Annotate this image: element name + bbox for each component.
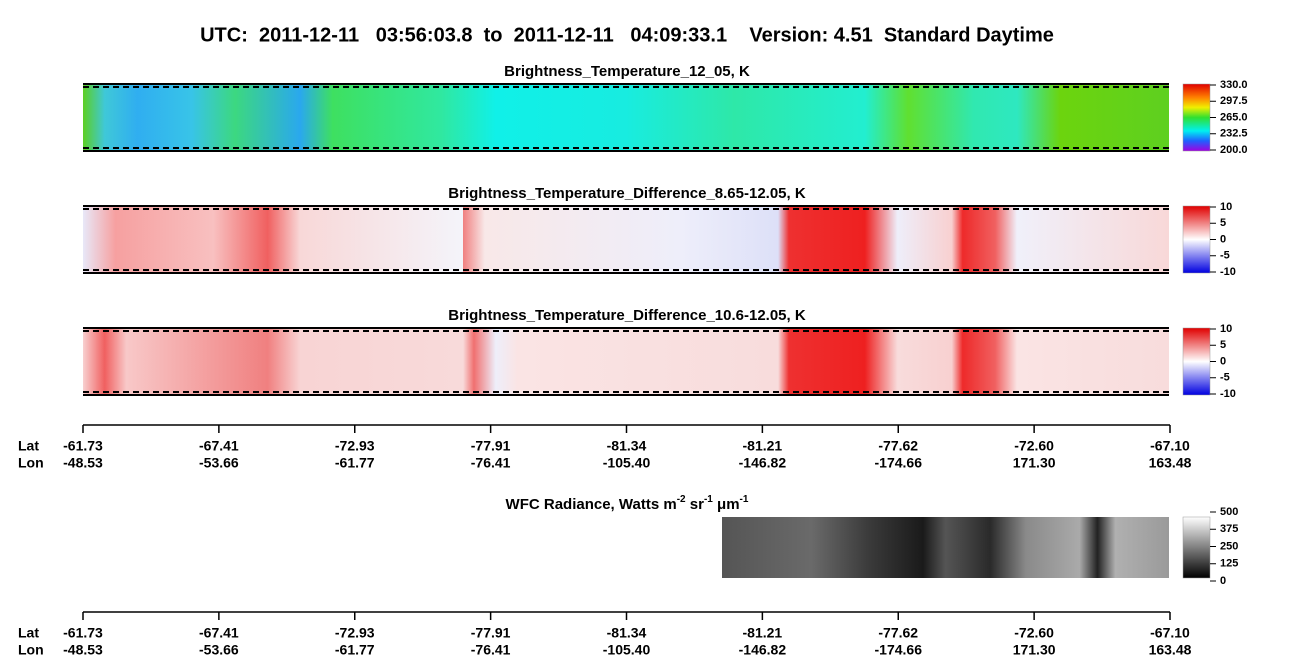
lon-label: 163.48: [1149, 642, 1192, 658]
lat-label: -72.60: [1014, 438, 1054, 454]
colorbar-label: -5: [1220, 372, 1230, 384]
lat-label: -72.93: [335, 438, 375, 454]
colorbar-label: 0: [1220, 355, 1226, 367]
title-superscript: -2: [677, 494, 686, 505]
lat-label: -67.41: [199, 438, 239, 454]
lon-label: 163.48: [1149, 455, 1192, 471]
lon-label: -76.41: [471, 642, 511, 658]
panel-title: Brightness_Temperature_Difference_8.65-1…: [448, 185, 806, 202]
lon-label: 171.30: [1013, 642, 1056, 658]
colorbar-label: 0: [1220, 233, 1226, 245]
lat-label: -67.10: [1150, 438, 1190, 454]
lon-label: -174.66: [875, 455, 923, 471]
panel-image: [83, 206, 1169, 273]
colorbar-label: 500: [1220, 506, 1238, 518]
colorbar-label: 375: [1220, 523, 1238, 535]
lon-label: -105.40: [603, 642, 651, 658]
lon-label: -48.53: [63, 455, 103, 471]
lat-label: -77.91: [471, 625, 511, 641]
colorbar: [1182, 516, 1211, 579]
lat-label: -72.60: [1014, 625, 1054, 641]
lon-label: -146.82: [739, 642, 787, 658]
lon-label: -61.77: [335, 455, 375, 471]
title-text: μm: [713, 496, 740, 513]
lon-label: 171.30: [1013, 455, 1056, 471]
lat-label: -77.91: [471, 438, 511, 454]
panel-image: [83, 84, 1169, 151]
panel-title: Brightness_Temperature_Difference_10.6-1…: [448, 307, 806, 324]
row-label: Lon: [18, 642, 44, 658]
lon-label: -61.77: [335, 642, 375, 658]
lat-label: -81.34: [607, 625, 647, 641]
lat-label: -61.73: [63, 625, 103, 641]
colorbar-label: -5: [1220, 250, 1230, 262]
colorbar-label: 330.0: [1220, 79, 1248, 91]
lat-label: -72.93: [335, 625, 375, 641]
lon-label: -174.66: [875, 642, 923, 658]
lat-label: -77.62: [878, 438, 918, 454]
colorbar-label: 297.5: [1220, 95, 1248, 107]
title-text: sr: [686, 496, 705, 513]
lon-label: -48.53: [63, 642, 103, 658]
wfc-image: [722, 517, 1169, 578]
colorbar: [1182, 205, 1211, 274]
colorbar-label: 5: [1220, 217, 1226, 229]
lat-label: -67.10: [1150, 625, 1190, 641]
row-label: Lat: [18, 438, 39, 454]
colorbar-label: 200.0: [1220, 144, 1248, 156]
lat-label: -77.62: [878, 625, 918, 641]
colorbar-label: 250: [1220, 540, 1238, 552]
title-superscript: -1: [740, 494, 749, 505]
lon-label: -53.66: [199, 642, 239, 658]
colorbar-label: 10: [1220, 201, 1232, 213]
colorbar-label: 0: [1220, 575, 1226, 587]
colorbar-label: 125: [1220, 558, 1238, 570]
title-text: WFC Radiance, Watts m: [506, 496, 677, 513]
colorbar-label: -10: [1220, 266, 1236, 278]
lat-label: -67.41: [199, 625, 239, 641]
title-superscript: -1: [704, 494, 713, 505]
lon-label: -146.82: [739, 455, 787, 471]
lon-label: -105.40: [603, 455, 651, 471]
colorbar-label: 232.5: [1220, 128, 1248, 140]
colorbar: [1182, 83, 1211, 152]
wfc-title: WFC Radiance, Watts m-2 sr-1 μm-1: [506, 494, 749, 513]
lon-label: -76.41: [471, 455, 511, 471]
colorbar-label: 265.0: [1220, 111, 1248, 123]
colorbar-label: 5: [1220, 339, 1226, 351]
lat-label: -81.34: [607, 438, 647, 454]
panel-title: Brightness_Temperature_12_05, K: [504, 63, 750, 80]
lat-label: -81.21: [743, 625, 783, 641]
row-label: Lat: [18, 625, 39, 641]
panel-image: [83, 328, 1169, 395]
lon-label: -53.66: [199, 455, 239, 471]
colorbar-label: -10: [1220, 388, 1236, 400]
lat-label: -81.21: [743, 438, 783, 454]
colorbar: [1182, 327, 1211, 396]
page-title: UTC: 2011-12-11 03:56:03.8 to 2011-12-11…: [200, 24, 1054, 46]
row-label: Lon: [18, 455, 44, 471]
lat-label: -61.73: [63, 438, 103, 454]
colorbar-label: 10: [1220, 323, 1232, 335]
